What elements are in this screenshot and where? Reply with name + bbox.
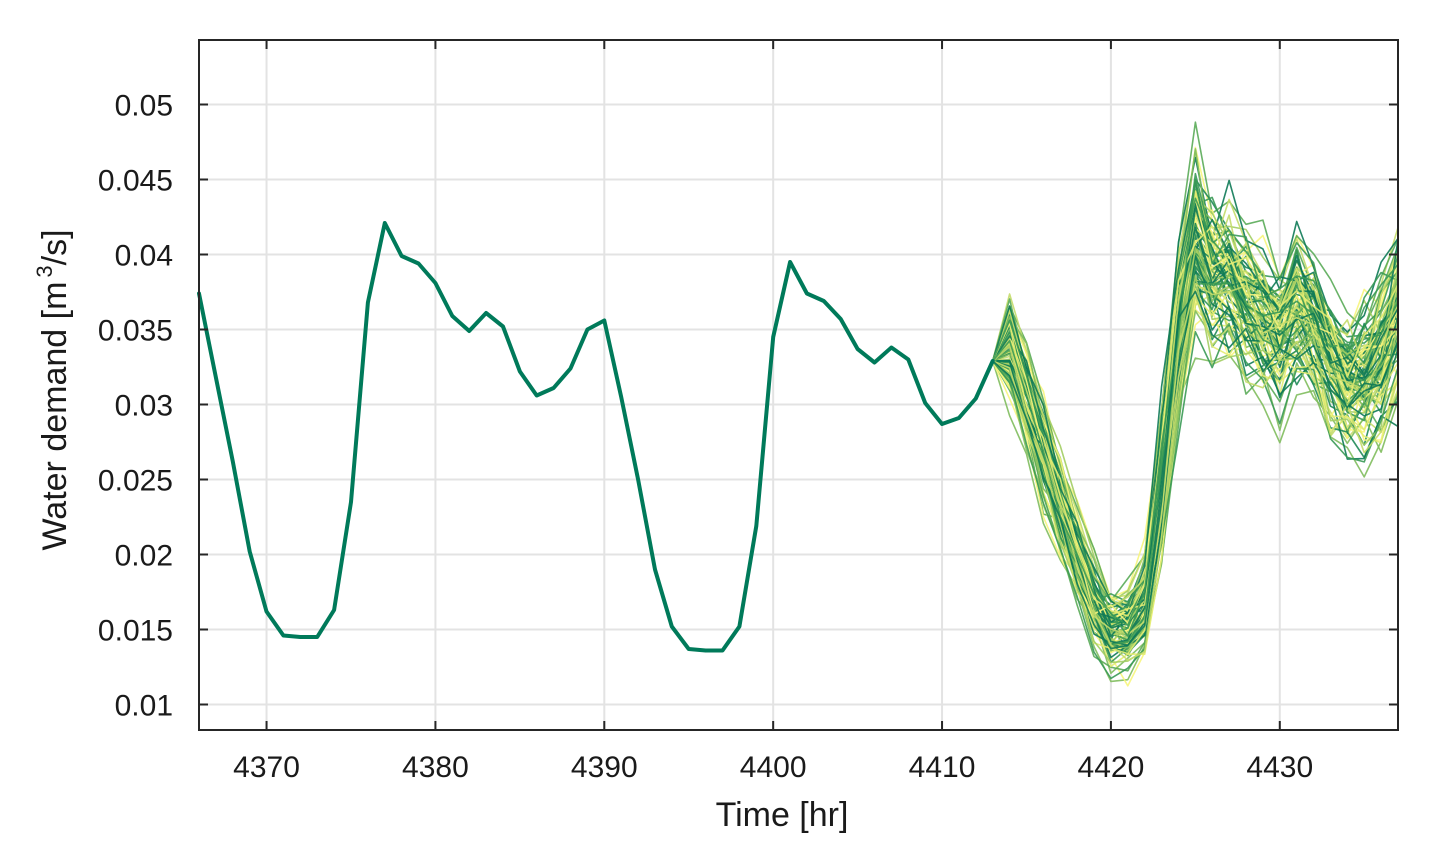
y-axis-label-unit: /s] (36, 229, 74, 265)
y-tick-label: 0.025 (98, 465, 173, 498)
tick-labels: 4370 4380 4390 4400 4410 4420 4430 0.01 0.015 0.0… (98, 90, 1313, 785)
y-tick-label: 0.035 (98, 315, 173, 348)
y-axis-label-superscript: 3 (32, 265, 57, 277)
y-tick-label: 0.02 (115, 540, 173, 573)
x-tick-label: 4370 (233, 751, 300, 784)
x-tick-label: 4400 (740, 751, 807, 784)
y-tick-label: 0.01 (115, 690, 173, 723)
x-tick-label: 4410 (909, 751, 976, 784)
y-tick-label: 0.04 (115, 240, 173, 273)
forecast-line (992, 225, 1399, 617)
y-tick-label: 0.05 (115, 90, 173, 123)
plot-frame (198, 39, 1399, 731)
y-tick-label: 0.03 (115, 390, 173, 423)
forecast-line (991, 197, 1399, 627)
forecast-line (992, 295, 1399, 662)
x-tick-label: 4430 (1246, 751, 1313, 784)
forecast-line (992, 178, 1399, 637)
x-tick-label: 4390 (571, 751, 638, 784)
x-axis-label: Time [hr] (716, 796, 849, 834)
observed-demand-line (197, 221, 995, 653)
x-tick-label: 4380 (402, 751, 469, 784)
y-tick-label: 0.045 (98, 165, 173, 198)
y-axis-label: Water demand [m 3/s] (32, 229, 74, 550)
y-tick-label: 0.015 (98, 615, 173, 648)
forecast-line (992, 324, 1399, 680)
x-tick-label: 4420 (1078, 751, 1145, 784)
plot-area (197, 121, 1399, 687)
y-axis-label-main: Water demand [m (36, 282, 74, 551)
axes-frame (198, 39, 1399, 731)
forecast-line (992, 290, 1399, 650)
forecast-line (992, 282, 1399, 636)
forecast-line (992, 274, 1399, 664)
